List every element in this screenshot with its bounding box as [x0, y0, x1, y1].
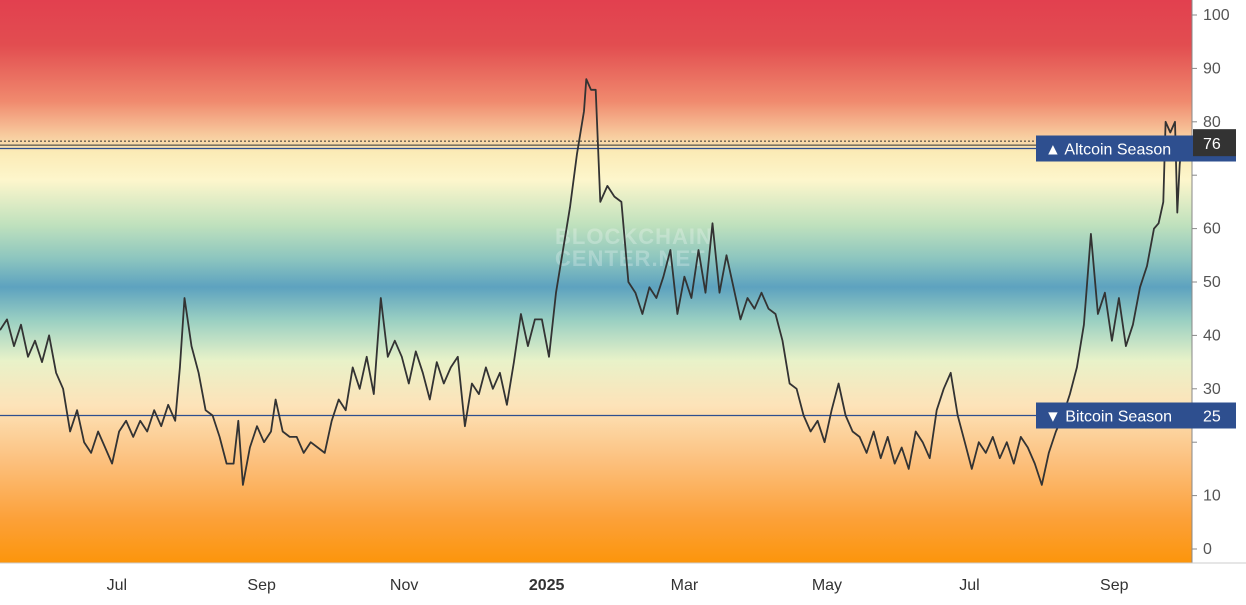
current-value-lines	[0, 140, 1192, 146]
x-tick-label: Jul	[959, 577, 979, 594]
x-tick-label: Mar	[671, 577, 699, 594]
y-tick-label: 0	[1203, 541, 1212, 558]
x-tick-label: Nov	[390, 577, 418, 594]
threshold-badge	[1036, 402, 1236, 429]
x-tick-label: Sep	[247, 577, 276, 594]
y-tick-label: 30	[1203, 381, 1221, 398]
threshold-name: ▲ Altcoin Season	[1045, 142, 1171, 159]
watermark-line-1: BLOCKCHAIN	[555, 224, 713, 249]
x-axis-ticks: Jul Sep Nov 2025 Mar May Jul Sep	[107, 577, 1129, 594]
x-tick-label: Sep	[1100, 577, 1129, 594]
threshold-value: 25	[1203, 409, 1221, 426]
x-tick-label: 2025	[529, 577, 565, 594]
watermark: BLOCKCHAIN CENTER.NET	[555, 224, 713, 271]
y-axis-ticks: 0 10 30 40 50 60 80 90 100	[1192, 7, 1230, 558]
x-tick-label: Jul	[107, 577, 127, 594]
y-tick-label: 100	[1203, 7, 1230, 24]
plot-background	[0, 0, 1192, 563]
y-tick-label: 80	[1203, 114, 1221, 131]
threshold-name: ▼ Bitcoin Season	[1045, 409, 1172, 426]
y-tick-label: 10	[1203, 488, 1221, 505]
altcoin-season-index-line	[0, 78, 1183, 486]
y-tick-label: 50	[1203, 274, 1221, 291]
x-tick-label: May	[812, 577, 842, 594]
y-tick-label: 40	[1203, 327, 1221, 344]
current-value-label: 76	[1203, 136, 1221, 153]
y-tick-label: 60	[1203, 221, 1221, 238]
current-value-badge	[1193, 129, 1236, 157]
watermark-line-2: CENTER.NET	[555, 246, 706, 271]
y-tick-label: 90	[1203, 60, 1221, 77]
threshold-lines	[0, 147, 1192, 417]
